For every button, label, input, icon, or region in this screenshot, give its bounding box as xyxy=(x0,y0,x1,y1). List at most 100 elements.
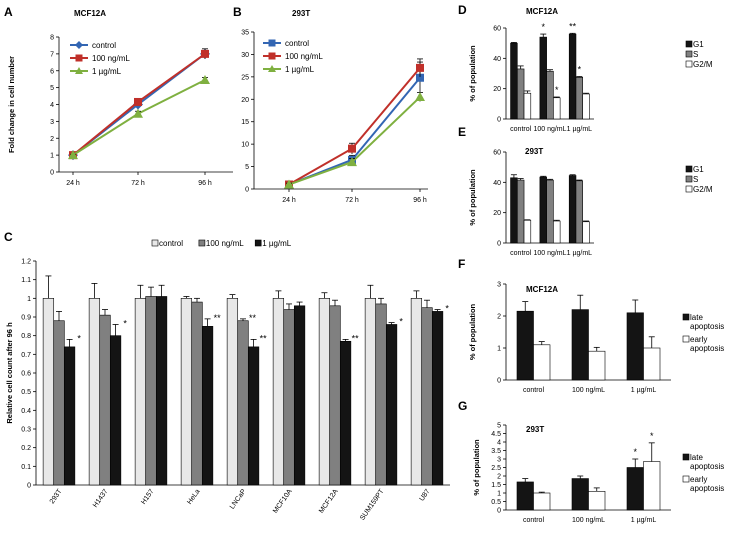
legend-label: S xyxy=(693,175,698,184)
significance-marker: ** xyxy=(352,333,360,343)
data-point-1-g-ml xyxy=(68,150,78,160)
legend-label: 100 ng/mL xyxy=(285,52,323,61)
legend-marker xyxy=(75,41,83,49)
y-tick-label: 20 xyxy=(241,97,249,104)
y-tick-label: 2.5 xyxy=(491,465,501,472)
legend-label: 1 µg/mL xyxy=(285,65,315,74)
bar-late-apoptosis xyxy=(571,309,589,381)
bar-g1 xyxy=(568,175,577,244)
y-tick-label: 1 xyxy=(27,296,31,303)
bar-late-apoptosis xyxy=(571,478,589,511)
bar-s xyxy=(575,180,584,244)
x-tick-label: 72 h xyxy=(345,197,359,204)
y-tick-label: 2 xyxy=(497,314,501,321)
x-tick-label: MCF12A xyxy=(318,488,340,515)
bar-g1 xyxy=(510,177,518,244)
legend-label: G2/M xyxy=(693,185,713,194)
series-line-control xyxy=(288,77,421,186)
y-tick-label: 0.4 xyxy=(21,408,31,415)
bar-early-apoptosis xyxy=(588,490,606,511)
legend-swatch xyxy=(685,40,693,48)
y-axis-label: % of population xyxy=(468,303,477,360)
x-tick-label: 100 ng/mL xyxy=(572,387,605,394)
panel-title: MCF12A xyxy=(74,9,106,18)
legend-label: S xyxy=(693,50,698,59)
bar-g2-m xyxy=(523,219,532,244)
bar-early-apoptosis xyxy=(533,344,551,381)
bar-early-apoptosis xyxy=(533,492,551,511)
y-tick-label: 3 xyxy=(497,457,501,464)
panel-title: 293T xyxy=(525,147,543,156)
y-tick-label: 60 xyxy=(493,150,501,157)
x-tick-label: 1 µg/mL xyxy=(567,126,593,133)
bar-1-g-ml xyxy=(431,311,444,486)
legend-swatch xyxy=(682,453,690,461)
bar-late-apoptosis xyxy=(516,310,534,381)
panel-title: MCF12A xyxy=(526,7,558,16)
significance-marker: * xyxy=(633,447,637,457)
bar-g2-m xyxy=(582,221,590,244)
legend-label: early xyxy=(690,335,707,344)
y-axis-label: % of population xyxy=(468,45,477,102)
legend-swatch xyxy=(198,239,206,247)
x-tick-label: control xyxy=(510,126,531,133)
legend-swatch xyxy=(685,175,693,183)
bar-g2-m xyxy=(523,92,532,120)
bar-control xyxy=(42,298,55,486)
bar-early-apoptosis xyxy=(588,350,606,381)
legend-swatch xyxy=(685,185,693,193)
data-point-1-g-ml xyxy=(347,157,357,167)
panel-a: A MCF12A 0 1 2 3 4 5 6 7 8 Fold change in cell numb… xyxy=(4,5,233,187)
legend-label: early xyxy=(690,475,707,484)
x-tick-label: 96 h xyxy=(198,180,212,187)
y-tick-label: 20 xyxy=(493,210,501,217)
y-tick-label: 0 xyxy=(245,187,249,194)
legend-label: 1 µg/mL xyxy=(262,239,292,248)
bar-control xyxy=(318,298,331,486)
x-tick-label: 1 µg/mL xyxy=(631,387,657,394)
bar-control xyxy=(272,298,285,486)
series-line-100-ng-ml xyxy=(288,67,421,186)
x-tick-label: control xyxy=(510,250,531,257)
significance-marker: * xyxy=(541,22,545,32)
bar-g1 xyxy=(510,42,518,120)
bar-1-g-ml xyxy=(109,335,122,486)
legend-label: G2/M xyxy=(693,60,713,69)
bar-100-ng-ml xyxy=(53,320,65,486)
bar-100-ng-ml xyxy=(191,301,203,486)
x-tick-label: H157 xyxy=(140,488,155,506)
y-tick-label: 1 xyxy=(497,491,501,498)
significance-marker: * xyxy=(399,317,403,327)
y-tick-label: 4.5 xyxy=(491,431,501,438)
legend-swatch xyxy=(685,60,693,68)
significance-marker: ** xyxy=(260,333,268,343)
bar-1-g-ml xyxy=(155,296,168,486)
legend-label: 100 ng/mL xyxy=(92,54,130,63)
y-tick-label: 1.2 xyxy=(21,259,31,266)
legend-label: control xyxy=(159,239,183,248)
x-tick-label: 72 h xyxy=(131,180,145,187)
y-tick-label: 4 xyxy=(50,102,54,109)
legend-marker xyxy=(75,67,83,74)
x-tick-label: 24 h xyxy=(66,180,80,187)
bar-s xyxy=(546,70,554,120)
y-tick-label: 1.1 xyxy=(21,277,31,284)
y-tick-label: 20 xyxy=(493,86,501,93)
legend-label: apoptosis xyxy=(690,484,724,493)
bar-100-ng-ml xyxy=(145,296,157,486)
x-tick-label: MCF10A xyxy=(272,488,294,515)
y-tick-label: 0 xyxy=(497,378,501,385)
y-tick-label: 0.5 xyxy=(491,499,501,506)
legend-marker xyxy=(268,65,276,72)
data-point-100-ng-ml xyxy=(134,97,142,106)
x-tick-label: 24 h xyxy=(282,197,296,204)
panel-label: F xyxy=(458,257,465,271)
y-tick-label: 0 xyxy=(497,241,501,248)
bar-g2-m xyxy=(553,220,561,244)
bar-1-g-ml xyxy=(201,326,214,486)
bar-100-ng-ml xyxy=(237,320,249,486)
bar-100-ng-ml xyxy=(375,303,387,486)
bar-s xyxy=(546,179,554,244)
bar-1-g-ml xyxy=(247,346,260,486)
